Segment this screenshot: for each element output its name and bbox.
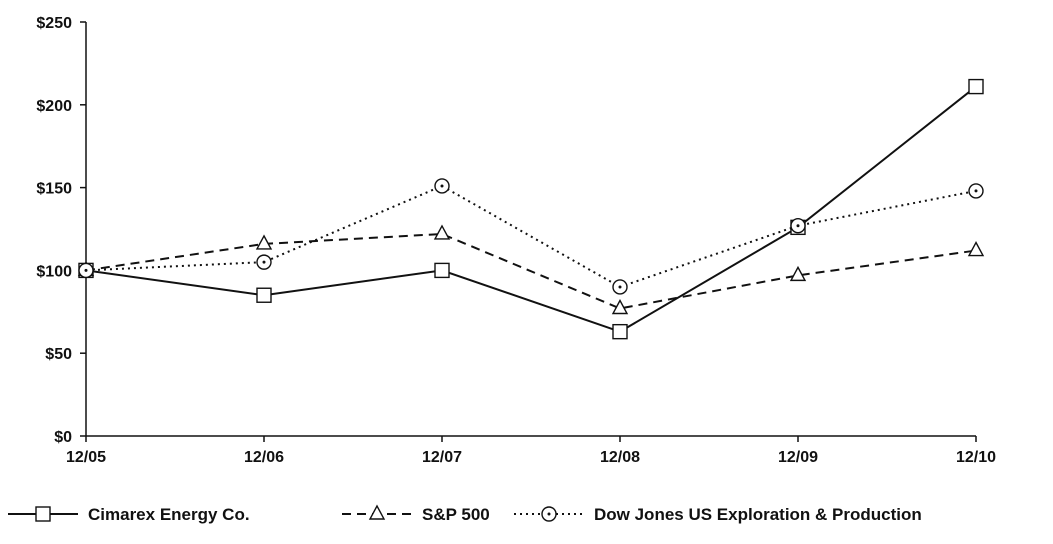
data-point xyxy=(611,299,629,315)
marker-dot xyxy=(618,285,622,289)
data-point xyxy=(789,265,807,282)
legend-item: S&P 500 xyxy=(342,504,490,524)
y-tick-label: $100 xyxy=(36,263,72,280)
marker-dot xyxy=(974,189,978,193)
marker-dot xyxy=(262,260,266,264)
legend-marker xyxy=(541,506,557,522)
series-line xyxy=(85,232,977,310)
legend: Cimarex Energy Co. S&P 500 Dow Jones US Ex… xyxy=(8,504,922,524)
data-point xyxy=(78,262,94,279)
x-tick-label: 12/08 xyxy=(600,449,640,466)
data-point xyxy=(256,287,272,303)
data-point xyxy=(968,78,984,95)
marker-dot xyxy=(796,224,800,228)
data-point xyxy=(790,217,806,234)
legend-label: S&P 500 xyxy=(422,505,490,524)
data-point xyxy=(434,262,450,279)
series-square xyxy=(78,78,984,340)
data-point xyxy=(434,178,450,194)
legend-marker xyxy=(368,504,386,520)
x-tick-label: 12/09 xyxy=(778,449,818,466)
data-point xyxy=(255,234,273,250)
marker-dot xyxy=(84,268,88,272)
legend-label: Cimarex Energy Co. xyxy=(88,505,250,524)
y-tick-label: $50 xyxy=(45,346,72,363)
y-tick-label: $250 xyxy=(36,15,72,32)
legend-label: Dow Jones US Exploration & Production xyxy=(594,505,922,524)
x-tick-label: 12/10 xyxy=(956,449,996,466)
x-tick-label: 12/05 xyxy=(66,449,106,466)
legend-marker xyxy=(35,506,51,522)
marker-dot xyxy=(440,184,444,188)
y-tick-label: $200 xyxy=(36,98,72,115)
series-line xyxy=(85,184,977,289)
tick-labels: $0 $50 $100 $150 $200 $250 12/05 12/06 12/07 12/0… xyxy=(36,15,996,466)
legend-item: Cimarex Energy Co. xyxy=(8,505,250,524)
x-tick-label: 12/07 xyxy=(422,449,462,466)
series-circle xyxy=(78,178,984,295)
data-point xyxy=(612,279,628,295)
axes xyxy=(80,21,977,442)
marker-dot xyxy=(547,512,551,516)
data-point xyxy=(612,323,628,340)
data-point xyxy=(968,183,984,199)
series-lines xyxy=(77,78,985,340)
data-point xyxy=(967,241,985,257)
y-tick-label: $150 xyxy=(36,181,72,198)
data-point xyxy=(256,254,272,270)
x-tick-label: 12/06 xyxy=(244,449,284,466)
data-point xyxy=(433,224,451,240)
y-tick-label: $0 xyxy=(54,429,72,446)
series-line xyxy=(85,85,977,333)
legend-item: Dow Jones US Exploration & Production xyxy=(514,505,922,524)
